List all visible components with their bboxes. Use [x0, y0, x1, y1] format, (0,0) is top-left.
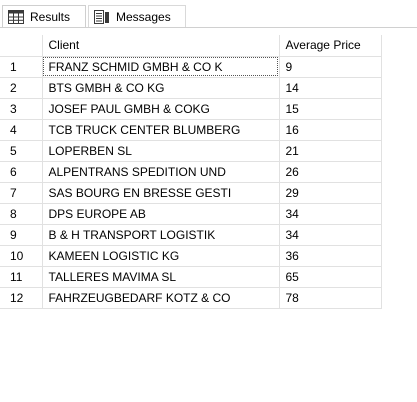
table-row[interactable]: 8 DPS EUROPE AB 34: [0, 203, 382, 225]
results-table: Client Average Price 1 FRANZ SCHMID GMBH…: [0, 35, 382, 309]
client-cell[interactable]: FAHRZEUGBEDARF KOTZ & CO: [42, 287, 280, 309]
column-header-average-price[interactable]: Average Price: [279, 35, 382, 57]
client-cell[interactable]: DPS EUROPE AB: [42, 203, 280, 225]
price-cell[interactable]: 34: [279, 224, 382, 246]
grid-icon: [8, 9, 24, 24]
table-row[interactable]: 11 TALLERES MAVIMA SL 65: [0, 266, 382, 288]
tab-results[interactable]: Results: [2, 5, 86, 27]
client-cell[interactable]: TCB TRUCK CENTER BLUMBERG: [42, 119, 280, 141]
row-number[interactable]: 12: [0, 287, 43, 309]
row-number[interactable]: 2: [0, 77, 43, 99]
table-row[interactable]: 10 KAMEEN LOGISTIC KG 36: [0, 245, 382, 267]
price-cell[interactable]: 34: [279, 203, 382, 225]
tab-results-label: Results: [30, 9, 71, 24]
table-row[interactable]: 4 TCB TRUCK CENTER BLUMBERG 16: [0, 119, 382, 141]
price-cell[interactable]: 78: [279, 287, 382, 309]
column-header-client[interactable]: Client: [42, 35, 280, 57]
tab-divider: [0, 27, 417, 28]
client-cell[interactable]: KAMEEN LOGISTIC KG: [42, 245, 280, 267]
client-cell[interactable]: FRANZ SCHMID GMBH & CO K: [42, 56, 280, 78]
header-row: Client Average Price: [0, 35, 382, 57]
table-row[interactable]: 6 ALPENTRANS SPEDITION UND 26: [0, 161, 382, 183]
results-body: 1 FRANZ SCHMID GMBH & CO K 9 2 BTS GMBH …: [0, 56, 382, 309]
results-tab-bar: Results Messages: [0, 0, 417, 30]
row-number[interactable]: 7: [0, 182, 43, 204]
table-row[interactable]: 5 LOPERBEN SL 21: [0, 140, 382, 162]
results-grid: Client Average Price 1 FRANZ SCHMID GMBH…: [0, 35, 382, 309]
row-number-header[interactable]: [0, 35, 43, 57]
price-cell[interactable]: 9: [279, 56, 382, 78]
row-number[interactable]: 1: [0, 56, 43, 78]
tab-messages-label: Messages: [116, 9, 171, 24]
price-cell[interactable]: 26: [279, 161, 382, 183]
price-cell[interactable]: 14: [279, 77, 382, 99]
table-row[interactable]: 2 BTS GMBH & CO KG 14: [0, 77, 382, 99]
row-number[interactable]: 5: [0, 140, 43, 162]
price-cell[interactable]: 16: [279, 119, 382, 141]
price-cell[interactable]: 65: [279, 266, 382, 288]
row-number[interactable]: 3: [0, 98, 43, 120]
row-number[interactable]: 11: [0, 266, 43, 288]
table-row[interactable]: 9 B & H TRANSPORT LOGISTIK 34: [0, 224, 382, 246]
table-row[interactable]: 3 JOSEF PAUL GMBH & COKG 15: [0, 98, 382, 120]
price-cell[interactable]: 15: [279, 98, 382, 120]
row-number[interactable]: 6: [0, 161, 43, 183]
table-row[interactable]: 12 FAHRZEUGBEDARF KOTZ & CO 78: [0, 287, 382, 309]
client-cell[interactable]: B & H TRANSPORT LOGISTIK: [42, 224, 280, 246]
price-cell[interactable]: 36: [279, 245, 382, 267]
client-cell[interactable]: LOPERBEN SL: [42, 140, 280, 162]
row-number[interactable]: 8: [0, 203, 43, 225]
price-cell[interactable]: 29: [279, 182, 382, 204]
price-cell[interactable]: 21: [279, 140, 382, 162]
row-number[interactable]: 4: [0, 119, 43, 141]
row-number[interactable]: 9: [0, 224, 43, 246]
client-cell[interactable]: TALLERES MAVIMA SL: [42, 266, 280, 288]
messages-icon: [94, 9, 110, 24]
row-number[interactable]: 10: [0, 245, 43, 267]
table-row[interactable]: 7 SAS BOURG EN BRESSE GESTI 29: [0, 182, 382, 204]
client-cell[interactable]: JOSEF PAUL GMBH & COKG: [42, 98, 280, 120]
client-cell[interactable]: BTS GMBH & CO KG: [42, 77, 280, 99]
table-row[interactable]: 1 FRANZ SCHMID GMBH & CO K 9: [0, 56, 382, 78]
client-cell[interactable]: SAS BOURG EN BRESSE GESTI: [42, 182, 280, 204]
tab-messages[interactable]: Messages: [88, 5, 186, 27]
client-cell[interactable]: ALPENTRANS SPEDITION UND: [42, 161, 280, 183]
